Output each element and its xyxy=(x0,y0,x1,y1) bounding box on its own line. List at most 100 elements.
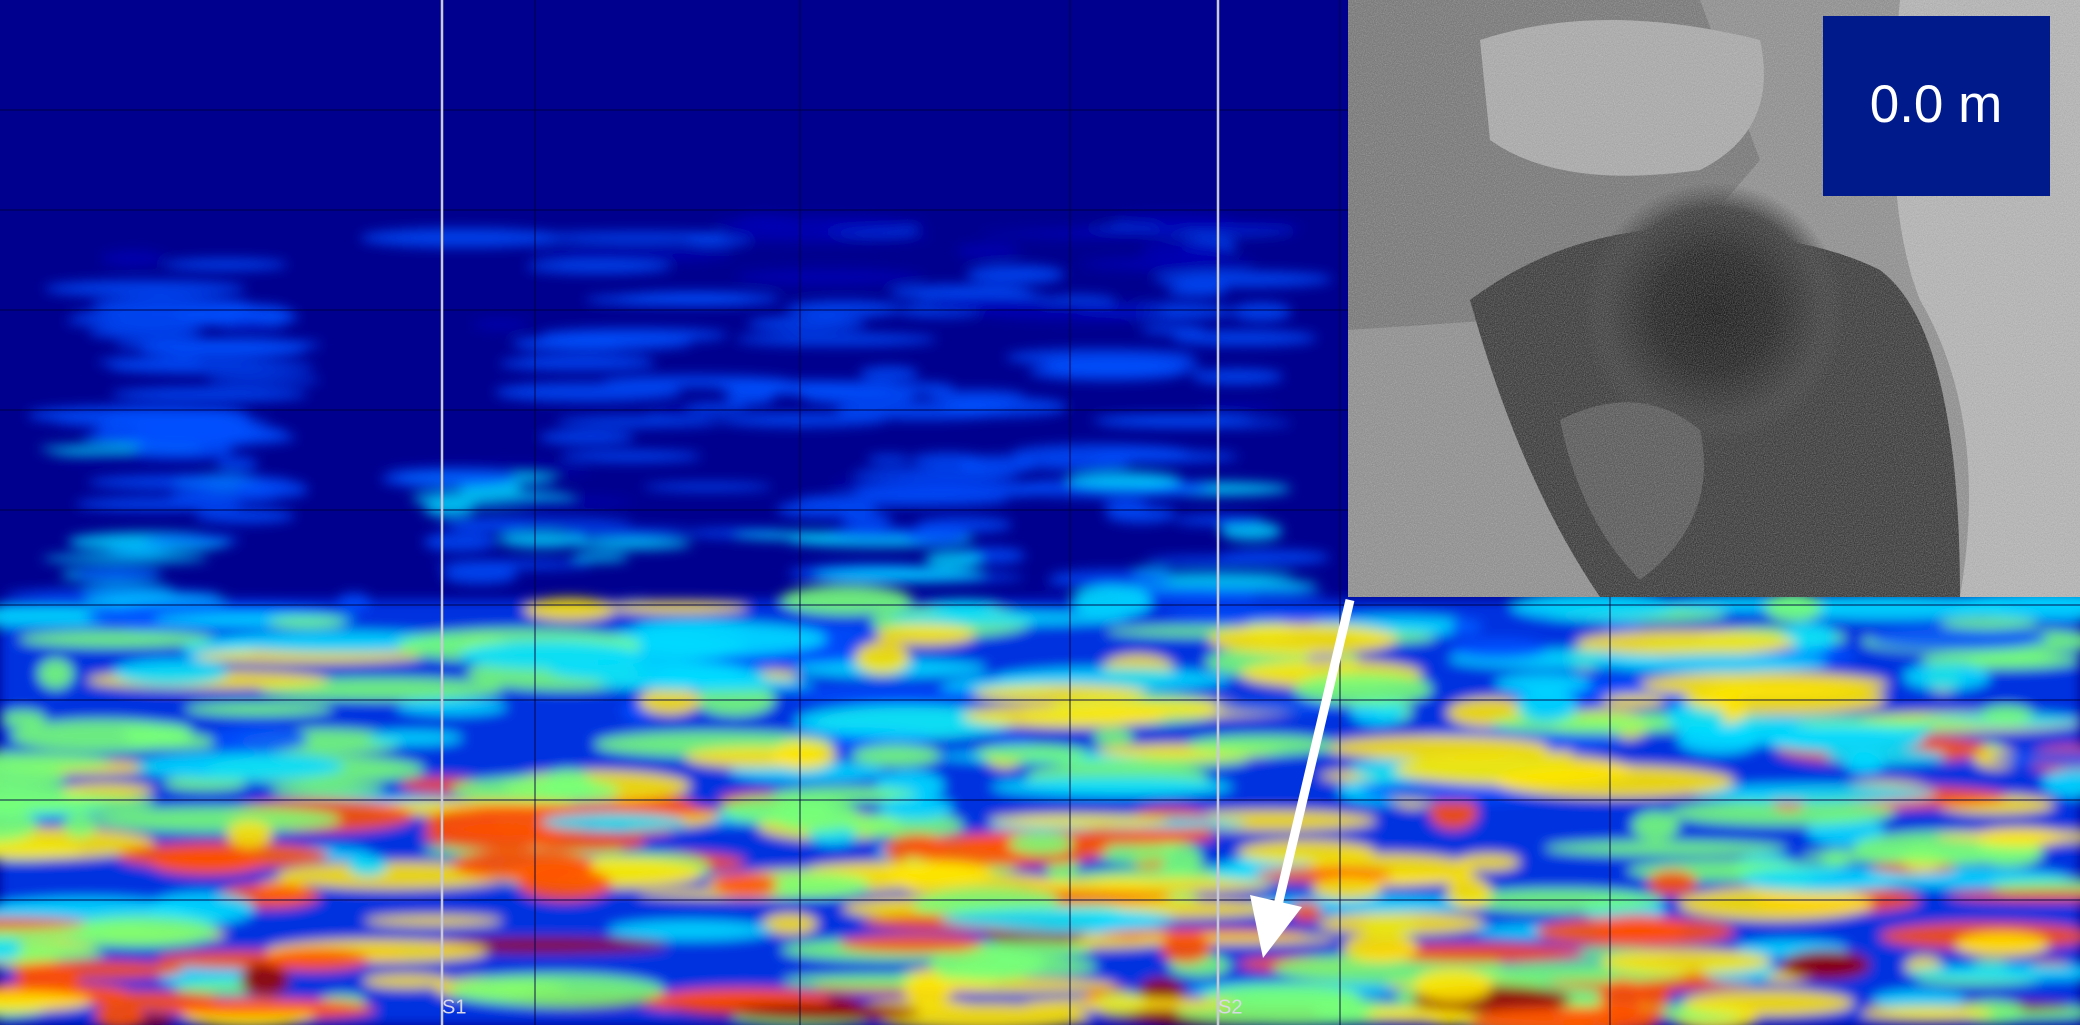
spectral-streak xyxy=(1955,933,2049,957)
spectral-streak xyxy=(368,731,462,745)
spectral-streak xyxy=(1648,870,1698,896)
spectral-streak xyxy=(1191,369,1283,384)
spectral-streak xyxy=(499,357,656,371)
spectral-streak xyxy=(636,620,749,632)
spectral-streak xyxy=(902,833,1108,866)
spectral-streak xyxy=(1238,840,1376,864)
spectral-streak xyxy=(474,497,636,507)
spectral-streak xyxy=(1545,841,1787,856)
spectral-streak xyxy=(1,711,46,728)
spectral-streak xyxy=(1450,619,1482,634)
spectral-streak xyxy=(573,538,692,550)
spectral-streak xyxy=(924,887,1059,911)
spectral-streak xyxy=(1065,472,1181,489)
spectral-streak xyxy=(262,949,369,971)
spectral-streak xyxy=(639,688,700,715)
spectral-streak xyxy=(875,624,975,645)
spectral-streak xyxy=(1980,706,2033,725)
spectral-streak xyxy=(1028,362,1186,380)
spectral-streak xyxy=(1208,624,1397,655)
spectral-streak xyxy=(1101,419,1292,428)
spectral-streak xyxy=(1682,990,1854,1017)
spectral-streak xyxy=(396,698,506,714)
spectral-streak xyxy=(813,567,986,581)
spectral-streak xyxy=(1940,618,2038,629)
spectral-streak xyxy=(75,497,241,511)
spectral-streak xyxy=(940,909,1175,930)
spectral-streak xyxy=(827,526,925,538)
spectral-streak xyxy=(515,341,624,350)
spectral-streak xyxy=(65,316,237,327)
spectral-streak xyxy=(1966,654,2057,665)
spectral-streak xyxy=(525,598,615,621)
spectral-streak xyxy=(206,376,321,384)
spectral-streak xyxy=(92,807,341,832)
spectral-streak xyxy=(1312,997,1373,1020)
spectral-streak xyxy=(459,641,639,670)
spectral-streak xyxy=(1602,694,1665,707)
spectral-streak xyxy=(1153,271,1332,287)
spectral-streak xyxy=(1140,241,1229,260)
spectral-streak xyxy=(841,512,892,527)
spectral-streak xyxy=(1072,585,1151,618)
spectral-streak xyxy=(1870,626,2048,651)
spectral-streak xyxy=(1414,969,1493,1002)
spectral-streak xyxy=(540,328,728,342)
spectral-streak xyxy=(941,397,1068,416)
spectral-streak xyxy=(1028,878,1272,893)
spectral-streak xyxy=(1425,1011,1472,1025)
spectral-streak xyxy=(435,560,592,569)
spectral-streak xyxy=(839,935,984,953)
spectral-streak xyxy=(137,752,345,780)
spectral-streak xyxy=(714,216,927,233)
spectral-streak xyxy=(63,813,96,838)
spectral-streak xyxy=(1011,444,1191,463)
spectral-streak xyxy=(185,702,333,715)
spectral-streak xyxy=(1160,932,1211,963)
spectral-streak xyxy=(571,553,630,562)
spectral-streak xyxy=(38,659,73,689)
spectral-streak xyxy=(495,382,683,402)
spectral-streak xyxy=(1632,811,1679,840)
spectral-streak xyxy=(271,783,385,796)
spectral-streak xyxy=(608,920,773,940)
spectral-streak xyxy=(924,551,983,568)
spectral-streak xyxy=(1677,724,1760,754)
spectral-streak xyxy=(1008,833,1074,854)
spectral-streak xyxy=(19,631,213,647)
spectral-streak xyxy=(989,814,1170,826)
marker-label: S1 xyxy=(442,996,466,1018)
spectral-streak xyxy=(97,358,205,367)
spectral-streak xyxy=(1781,950,1870,980)
spectral-streak xyxy=(1026,228,1162,237)
spectral-streak xyxy=(585,294,751,305)
spectral-streak xyxy=(1861,1007,1993,1022)
spectral-streak xyxy=(607,601,748,613)
spectral-streak xyxy=(1535,917,1734,946)
spectral-streak xyxy=(348,855,387,876)
spectral-streak xyxy=(1231,303,1291,321)
spectral-streak xyxy=(713,873,778,897)
spectral-streak xyxy=(1741,867,1903,892)
spectral-streak xyxy=(88,325,203,339)
spectral-streak xyxy=(518,868,612,901)
spectral-streak xyxy=(91,297,253,313)
spectral-streak xyxy=(643,483,772,491)
spectral-streak xyxy=(563,528,693,537)
spectral-streak xyxy=(1217,550,1330,565)
spectral-streak xyxy=(1024,998,1235,1010)
spectral-streak xyxy=(73,568,162,581)
spectral-streak xyxy=(1343,932,1418,963)
depth-label: 0.0 m xyxy=(1870,75,2003,134)
spectral-streak xyxy=(1608,654,1828,673)
spectral-streak xyxy=(538,430,635,444)
spectral-streak xyxy=(859,366,919,381)
spectral-streak xyxy=(541,770,593,801)
spectral-streak xyxy=(855,642,909,675)
spectral-streak xyxy=(113,659,229,686)
screen: S1 S2 0.0 m xyxy=(0,0,2080,1025)
spectral-streak xyxy=(1394,754,1631,786)
spectral-streak xyxy=(1049,570,1174,586)
spectral-streak xyxy=(882,861,993,885)
spectral-streak xyxy=(541,813,687,831)
